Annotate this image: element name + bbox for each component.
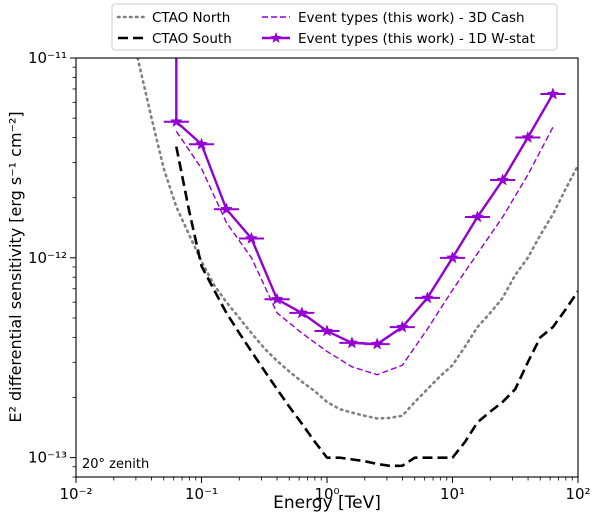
x-tick-label: 10⁻¹ — [185, 485, 218, 503]
y-tick-label: 10⁻¹² — [28, 249, 67, 267]
x-axis-label: Energy [TeV] — [273, 493, 381, 513]
wstat-star-point — [320, 324, 334, 337]
legend-label: CTAO North — [152, 10, 230, 26]
wstat-star-point — [169, 114, 183, 128]
wstat-star-point — [245, 231, 258, 244]
y-axis-label: E² differential sensitivity [erg s⁻¹ cm⁻… — [6, 111, 25, 422]
x-tick-label: 10⁰ — [314, 485, 339, 503]
series-line-3d-cash — [175, 126, 554, 376]
legend-label: Event types (this work) - 3D Cash — [298, 10, 525, 26]
wstat-star-point — [546, 87, 560, 100]
zenith-annotation: 20° zenith — [82, 457, 149, 472]
wstat-star-point — [496, 173, 510, 186]
legend-box — [111, 3, 558, 51]
wstat-star-point — [345, 336, 359, 349]
wstat-star-point — [471, 210, 484, 223]
series-layer — [136, 58, 578, 468]
legend-label: Event types (this work) - 1D W-stat — [298, 31, 535, 47]
x-tick-label: 10² — [565, 485, 590, 503]
x-tick-label: 10¹ — [440, 485, 465, 503]
wstat-star-point — [521, 130, 535, 143]
x-tick-label: 10⁻² — [59, 485, 92, 503]
plot-frame — [75, 57, 579, 478]
wstat-star-point — [446, 251, 459, 264]
wstat-star-point — [295, 306, 309, 319]
wstat-star-point — [270, 292, 284, 305]
wstat-star-point — [370, 337, 384, 350]
wstat-star-point — [421, 291, 434, 304]
legend-star-icon — [270, 32, 282, 43]
ticks-layer: 10⁻² 10⁻¹ 10⁰ 10¹ 10² 10⁻¹³ 10⁻¹² 10⁻¹¹ — [28, 49, 591, 503]
y-tick-label: 10⁻¹¹ — [28, 49, 67, 67]
series-line-1d-wstat — [175, 93, 554, 346]
legend: CTAO North CTAO South Event types (this wo… — [111, 3, 558, 51]
wstat-star-point — [220, 202, 233, 215]
series-line-ctao-north — [136, 58, 578, 420]
wstat-star-point — [195, 137, 208, 150]
legend-label: CTAO South — [152, 31, 232, 47]
wstat-star-point — [395, 320, 409, 333]
y-tick-label: 10⁻¹³ — [28, 449, 67, 467]
